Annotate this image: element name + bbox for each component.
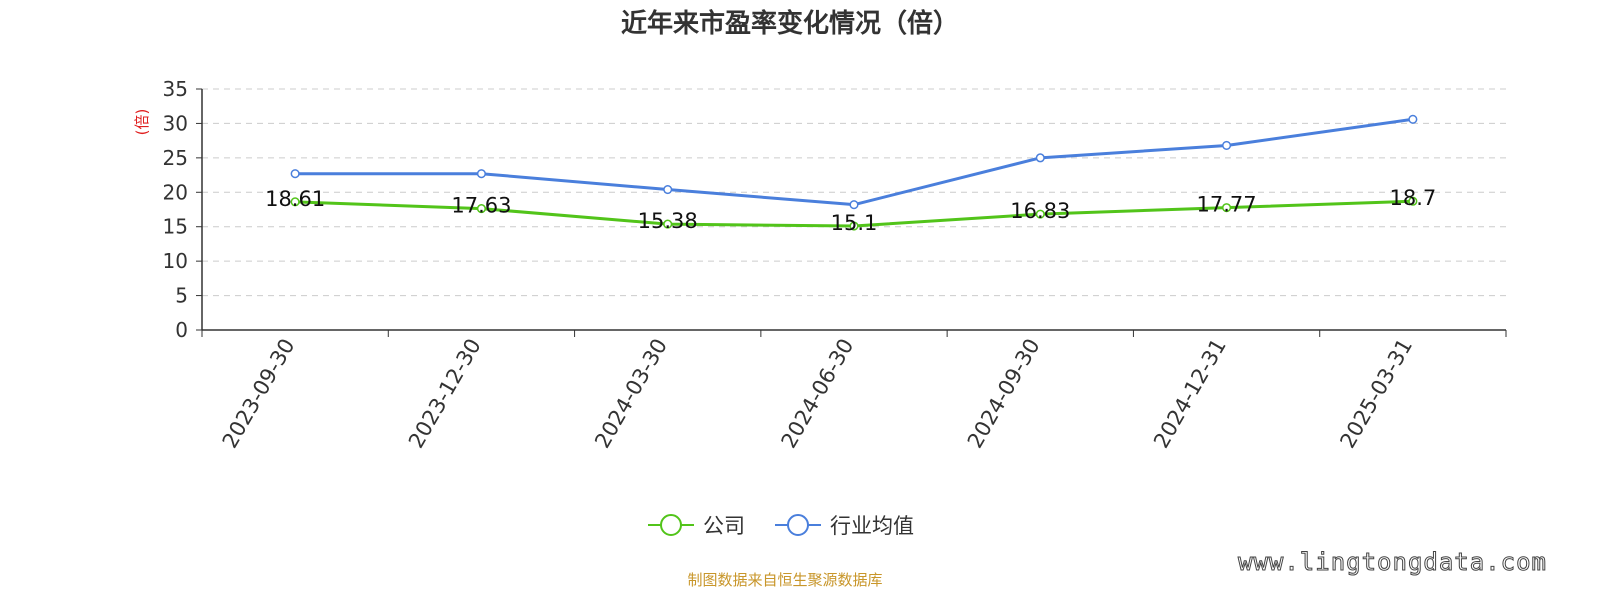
data-point[interactable] — [476, 169, 486, 179]
legend-label: 公司 — [703, 514, 745, 538]
y-tick-label: 10 — [163, 249, 188, 273]
data-point[interactable] — [290, 197, 300, 207]
data-label: 18.7 — [1389, 186, 1436, 210]
x-tick-label: 2024-12-31 — [1149, 335, 1231, 453]
data-point[interactable] — [1408, 196, 1418, 206]
y-tick-label: 30 — [163, 111, 188, 135]
legend-item-0[interactable]: 公司 — [648, 514, 745, 538]
data-point[interactable] — [849, 200, 859, 210]
y-tick-label: 25 — [163, 146, 188, 170]
watermark-text: www.lingtongdata.com — [1238, 548, 1547, 576]
series-lines — [290, 114, 1418, 231]
data-point[interactable] — [1408, 114, 1418, 124]
data-label: 17.77 — [1197, 193, 1257, 217]
y-tick-label: 0 — [175, 318, 188, 342]
gridlines — [202, 88, 1506, 297]
legend-marker — [787, 514, 809, 536]
x-tick-label: 2023-12-30 — [404, 335, 486, 453]
y-tick-label: 5 — [175, 284, 188, 308]
y-tick-label: 35 — [163, 77, 188, 101]
data-point[interactable] — [1222, 203, 1232, 213]
data-label: 18.61 — [265, 187, 325, 211]
data-label: 15.38 — [638, 209, 698, 233]
data-point[interactable] — [476, 204, 486, 214]
data-point[interactable] — [290, 169, 300, 179]
chart-title: 近年来市盈率变化情况（倍） — [621, 8, 959, 39]
y-tick-label: 15 — [163, 215, 188, 239]
legend-label: 行业均值 — [830, 514, 914, 538]
data-label: 16.83 — [1010, 199, 1070, 223]
data-point[interactable] — [1035, 153, 1045, 163]
y-axis-unit-label: (倍) — [133, 109, 151, 136]
data-point[interactable] — [849, 221, 859, 231]
legend-marker — [660, 514, 682, 536]
x-tick-label: 2024-09-30 — [963, 335, 1045, 453]
x-tick-label: 2025-03-31 — [1335, 335, 1417, 453]
data-label: 17.63 — [451, 194, 511, 218]
data-point[interactable] — [1222, 140, 1232, 151]
data-labels: 18.61 17.63 15.38 15.1 16.83 17.77 18.7 — [265, 186, 1436, 235]
x-tick-label: 2024-03-30 — [590, 335, 672, 453]
data-point[interactable] — [663, 219, 673, 229]
x-tick-label: 2024-06-30 — [777, 335, 859, 453]
legend[interactable]: 公司 行业均值 — [648, 514, 914, 538]
data-point[interactable] — [663, 184, 673, 195]
x-tick-label: 2023-09-30 — [218, 335, 300, 453]
y-tick-label: 20 — [163, 180, 188, 204]
data-point[interactable] — [1035, 209, 1045, 219]
legend-item-1[interactable]: 行业均值 — [775, 514, 914, 538]
data-label: 15.1 — [831, 211, 878, 235]
data-source-note: 制图数据来自恒生聚源数据库 — [687, 571, 882, 589]
